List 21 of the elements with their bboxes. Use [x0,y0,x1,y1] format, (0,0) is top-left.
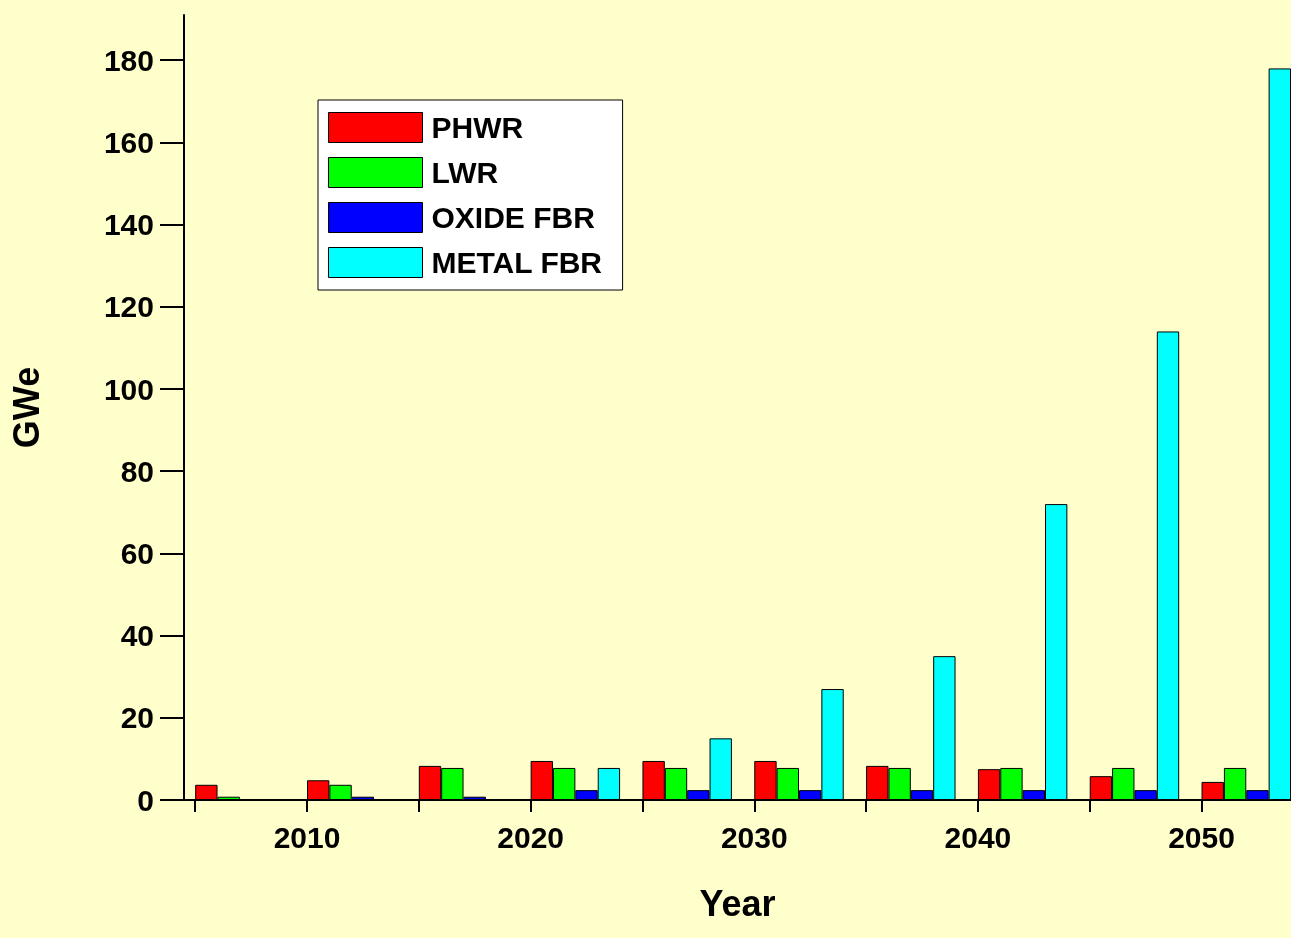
y-tick-label: 0 [137,783,154,817]
x-tick-label: 2040 [944,820,1012,854]
y-tick-label: 180 [103,43,154,77]
legend-label: OXIDE FBR [431,201,596,234]
legend-label: METAL FBR [431,246,603,279]
y-axis-title: GWe [5,366,47,449]
y-tick-label: 20 [120,701,154,735]
legend-label: LWR [431,156,499,189]
y-tick-label: 140 [103,208,154,242]
y-tick-label: 60 [120,536,154,570]
y-tick-label: 80 [120,454,154,488]
legend-label: PHWR [431,111,524,144]
x-axis-title: Year [699,882,776,924]
y-tick-label: 100 [103,372,154,406]
x-tick-label: 2010 [273,820,341,854]
y-tick-label: 40 [120,619,154,653]
x-tick-label: 2050 [1168,820,1235,854]
y-tick-label: 120 [103,290,154,324]
x-tick-label: 2020 [497,820,565,854]
y-tick-label: 160 [103,125,154,159]
x-tick-label: 2030 [720,820,788,854]
